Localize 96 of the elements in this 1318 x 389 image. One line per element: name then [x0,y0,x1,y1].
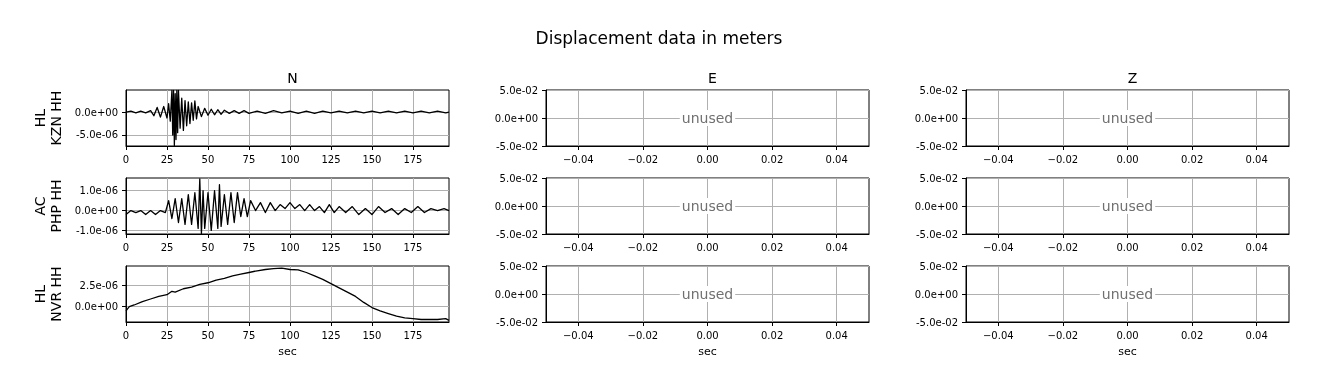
y-tick-label: 0.0e+00 [74,106,118,118]
x-tick-label: 0.02 [760,329,784,341]
x-tick-label: 0.04 [825,241,848,253]
x-tick-label: 0.00 [696,153,719,165]
y-tick-label: 2.5e-06 [79,279,118,291]
x-tick-label: 0.00 [1116,329,1139,341]
y-axis-title: HL NVR HH [31,266,64,322]
x-tick-label: −0.04 [562,241,594,253]
x-tick-label: 0.00 [1116,241,1139,253]
y-tick-label: 5.0e-02 [919,84,958,96]
x-tick-label: 100 [280,153,300,165]
x-tick-label: 0.04 [825,329,848,341]
y-tick-label: 0.0e+00 [914,200,958,212]
x-tick-label: 100 [280,241,300,253]
y-tick-label: 5.0e-02 [499,84,538,96]
x-tick-label: 125 [321,241,341,253]
x-tick-label: 150 [362,329,382,341]
x-tick-label: 100 [280,329,300,341]
y-tick-label: -5.0e-02 [496,140,538,152]
x-tick-label: −0.02 [627,241,659,253]
x-tick-label: 75 [242,329,256,341]
chart-title: N [287,70,298,86]
x-tick-label: 0 [122,329,130,341]
x-tick-label: 0.00 [696,329,719,341]
x-tick-label: 0.04 [1245,241,1268,253]
y-axis-title: HL KZN HH [31,90,64,146]
x-tick-label: 0.04 [1245,153,1268,165]
x-tick-label: 25 [160,241,174,253]
y-tick-label: -5.0e-02 [496,228,538,240]
x-tick-label: 0.00 [696,241,719,253]
x-tick-label: 125 [321,153,341,165]
y-axis-title: AC PHP HH [31,179,64,233]
y-tick-label: 5.0e-02 [919,260,958,272]
x-axis-title: sec [1118,345,1137,358]
x-tick-label: 0 [122,241,130,253]
x-tick-label: 50 [201,329,215,341]
x-tick-label: −0.04 [562,329,594,341]
annotation: unused [1101,286,1154,302]
x-tick-label: −0.02 [1047,329,1079,341]
y-tick-label: -5.0e-02 [496,316,538,328]
x-tick-label: 75 [242,153,256,165]
x-tick-label: 50 [201,153,215,165]
x-tick-label: −0.04 [562,153,594,165]
x-tick-label: 150 [362,153,382,165]
y-tick-label: 0.0e+00 [494,200,538,212]
y-tick-label: 5.0e-02 [499,172,538,184]
x-tick-label: 175 [403,153,423,165]
x-tick-label: −0.04 [982,241,1014,253]
chart-title: Z [1127,70,1138,86]
x-axis-title: sec [278,345,297,358]
y-tick-label: 0.0e+00 [74,205,118,217]
x-tick-label: 75 [242,241,256,253]
x-tick-label: 175 [403,329,423,341]
y-tick-label: 0.0e+00 [494,288,538,300]
x-tick-label: −0.02 [1047,241,1079,253]
x-tick-label: −0.02 [627,153,659,165]
y-tick-label: -1.0e-06 [76,224,118,236]
y-tick-label: 0.0e+00 [914,112,958,124]
x-tick-label: 50 [201,241,215,253]
annotation: unused [1101,110,1154,126]
x-tick-label: 0.02 [1180,153,1204,165]
x-tick-label: −0.02 [1047,153,1079,165]
x-axis-title: sec [698,345,717,358]
x-tick-label: 0.02 [760,241,784,253]
x-tick-label: 0.04 [1245,329,1268,341]
x-tick-label: 175 [403,241,423,253]
annotation: unused [681,110,734,126]
x-tick-label: 0.00 [1116,153,1139,165]
y-tick-label: -5.0e-02 [916,140,958,152]
chart-title: E [708,70,717,86]
x-tick-label: 0.02 [1180,241,1204,253]
x-tick-label: 0.04 [825,153,848,165]
x-tick-label: −0.02 [627,329,659,341]
y-tick-label: 0.0e+00 [914,288,958,300]
annotation: unused [681,198,734,214]
annotation: unused [681,286,734,302]
y-tick-label: 0.0e+00 [74,301,118,313]
y-tick-label: 5.0e-02 [919,172,958,184]
line-series [125,178,450,235]
x-tick-label: −0.04 [982,153,1014,165]
x-tick-label: 0.02 [1180,329,1204,341]
y-tick-label: -5.0e-02 [916,316,958,328]
text: Displacement data in meters [534,28,784,48]
y-tick-label: -5.0e-06 [76,129,118,141]
x-tick-label: 25 [160,329,174,341]
annotation: unused [1101,198,1154,214]
x-tick-label: 0.02 [760,153,784,165]
y-tick-label: 5.0e-02 [499,260,538,272]
y-tick-label: 1.0e-06 [79,185,118,197]
y-tick-label: 0.0e+00 [494,112,538,124]
x-tick-label: 0 [122,153,130,165]
x-tick-label: 125 [321,329,341,341]
x-tick-label: −0.04 [982,329,1014,341]
y-tick-label: -5.0e-02 [916,228,958,240]
x-tick-label: 150 [362,241,382,253]
x-tick-label: 25 [160,153,174,165]
